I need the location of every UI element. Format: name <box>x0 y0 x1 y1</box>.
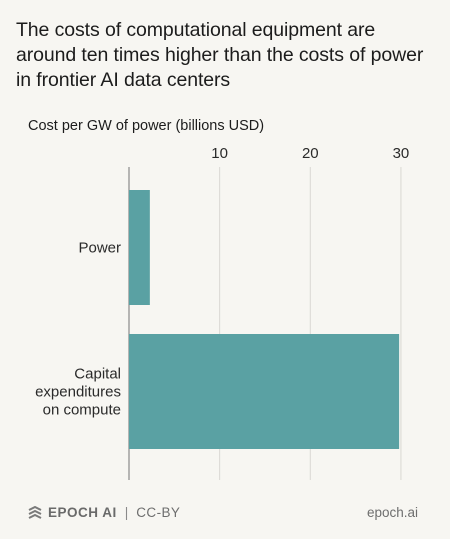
x-tick-label-30: 30 <box>393 145 410 162</box>
brand: EPOCH AI | CC-BY <box>28 505 180 520</box>
x-tick-label-20: 20 <box>302 145 319 162</box>
footer-separator: | <box>124 505 129 520</box>
chart-title: The costs of computational equipment are… <box>16 19 424 91</box>
footer: EPOCH AI | CC-BY epoch.ai <box>28 505 418 525</box>
site-link[interactable]: epoch.ai <box>366 505 418 520</box>
license-label: CC-BY <box>136 505 181 520</box>
bar-0 <box>129 190 150 305</box>
bar-1 <box>129 334 400 449</box>
x-axis-label: Cost per GW of power (billions USD) <box>28 118 265 134</box>
epoch-logo-icon <box>28 505 42 519</box>
x-tick-label-10: 10 <box>211 145 228 162</box>
category-label-1: Capital expenditures on compute <box>35 366 121 419</box>
brand-name: EPOCH AI <box>48 505 117 520</box>
category-label-0: Power <box>78 240 121 257</box>
